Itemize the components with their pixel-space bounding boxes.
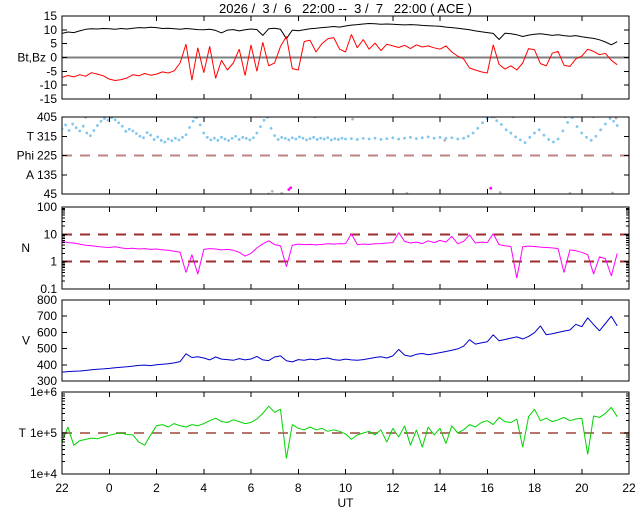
bt-line bbox=[62, 23, 618, 46]
v-y-tick-label: 500 bbox=[37, 342, 57, 356]
t-y-tick-label: 1e+4 bbox=[30, 467, 57, 481]
x-tick-label: 22 bbox=[55, 481, 69, 495]
phi-axis-label: T bbox=[27, 129, 35, 143]
t-border bbox=[61, 391, 630, 475]
bt_bz-ticks bbox=[61, 15, 630, 100]
bt_bz-y-tick-label: -15 bbox=[40, 92, 58, 106]
t-line bbox=[62, 405, 618, 459]
x-axis-title: UT bbox=[338, 496, 355, 510]
n-y-tick-label: 100 bbox=[37, 200, 57, 214]
x-tick-label: 10 bbox=[339, 481, 353, 495]
n-line bbox=[62, 232, 618, 279]
t-y-tick-label: 1e+6 bbox=[30, 385, 57, 399]
x-tick-label: 0 bbox=[106, 481, 113, 495]
bz-line bbox=[62, 34, 618, 81]
phi-border bbox=[61, 116, 630, 195]
panel-t: 1e+6 1e+5 1e+4 T bbox=[19, 385, 630, 481]
v-y-tick-label: 400 bbox=[37, 358, 57, 372]
panel-n: 100 10 1 0.1 N bbox=[21, 200, 630, 296]
phi-points bbox=[62, 117, 619, 145]
v-ticks bbox=[61, 299, 630, 382]
x-tick-label: 12 bbox=[386, 481, 400, 495]
v-series bbox=[62, 315, 618, 373]
phi-flagged-points bbox=[287, 186, 493, 191]
x-tick-label: 8 bbox=[295, 481, 302, 495]
t-series bbox=[62, 405, 618, 459]
n-border bbox=[61, 206, 630, 290]
panel-v: 800 700 600 500 400 300 V bbox=[22, 293, 630, 388]
t-ticks bbox=[61, 391, 630, 475]
n-axis-label: N bbox=[21, 241, 30, 255]
x-tick-label: 6 bbox=[248, 481, 255, 495]
n-y-tick-label: 10 bbox=[44, 227, 58, 241]
bt_bz-series bbox=[62, 23, 618, 81]
bt_bz-y-tick-label: 5 bbox=[50, 37, 57, 51]
bt_bz-y-tick-label: 10 bbox=[44, 23, 58, 37]
n-y-tick-label: 1 bbox=[50, 255, 57, 269]
x-tick-label: 2 bbox=[153, 481, 160, 495]
x-tick-label: 14 bbox=[433, 481, 447, 495]
x-tick-label: 4 bbox=[200, 481, 207, 495]
x-tick-label: 20 bbox=[575, 481, 589, 495]
n-ticks bbox=[61, 206, 630, 290]
x-tick-label: 18 bbox=[528, 481, 542, 495]
t-axis-label: T bbox=[19, 426, 27, 440]
x-tick-label: 22 bbox=[622, 481, 636, 495]
panel-phi: 405 315 225 135 45 T Phi A bbox=[17, 110, 630, 201]
v-border bbox=[61, 299, 630, 382]
v-y-tick-label: 300 bbox=[37, 374, 57, 388]
v-line bbox=[62, 315, 618, 373]
phi-axis-label: A bbox=[26, 168, 34, 182]
v-y-tick-label: 800 bbox=[37, 293, 57, 307]
bt_bz-axis-label: Bt,Bz bbox=[17, 51, 46, 65]
bt_bz-y-tick-label: -5 bbox=[46, 64, 57, 78]
v-y-tick-label: 700 bbox=[37, 309, 57, 323]
phi-y-tick-label: 315 bbox=[37, 129, 57, 143]
x-axis-labels: 22 0 2 4 6 8 10 12 14 16 18 20 22 UT bbox=[55, 481, 636, 510]
phi-y-tick-label: 405 bbox=[37, 110, 57, 124]
phi-y-tick-label: 45 bbox=[44, 187, 58, 201]
v-y-tick-label: 600 bbox=[37, 325, 57, 339]
bt_bz-y-tick-label: 0 bbox=[50, 51, 57, 65]
n-y-tick-label: 0.1 bbox=[40, 282, 57, 296]
bt_bz-y-tick-label: -10 bbox=[40, 78, 58, 92]
phi-y-tick-label: 225 bbox=[37, 149, 57, 163]
phi-y-tick-label: 135 bbox=[37, 168, 57, 182]
x-tick-label: 16 bbox=[481, 481, 495, 495]
phi-axis-label: Phi bbox=[17, 149, 34, 163]
chart-title: 2026 / 3 / 6 22:00 -- 3 / 7 22:00 ( ACE … bbox=[219, 1, 472, 16]
phi-ticks bbox=[61, 116, 630, 195]
n-series bbox=[62, 232, 618, 279]
t-y-tick-label: 1e+5 bbox=[30, 426, 57, 440]
v-axis-label: V bbox=[22, 334, 30, 348]
bt_bz-y-tick-label: 15 bbox=[44, 9, 58, 23]
